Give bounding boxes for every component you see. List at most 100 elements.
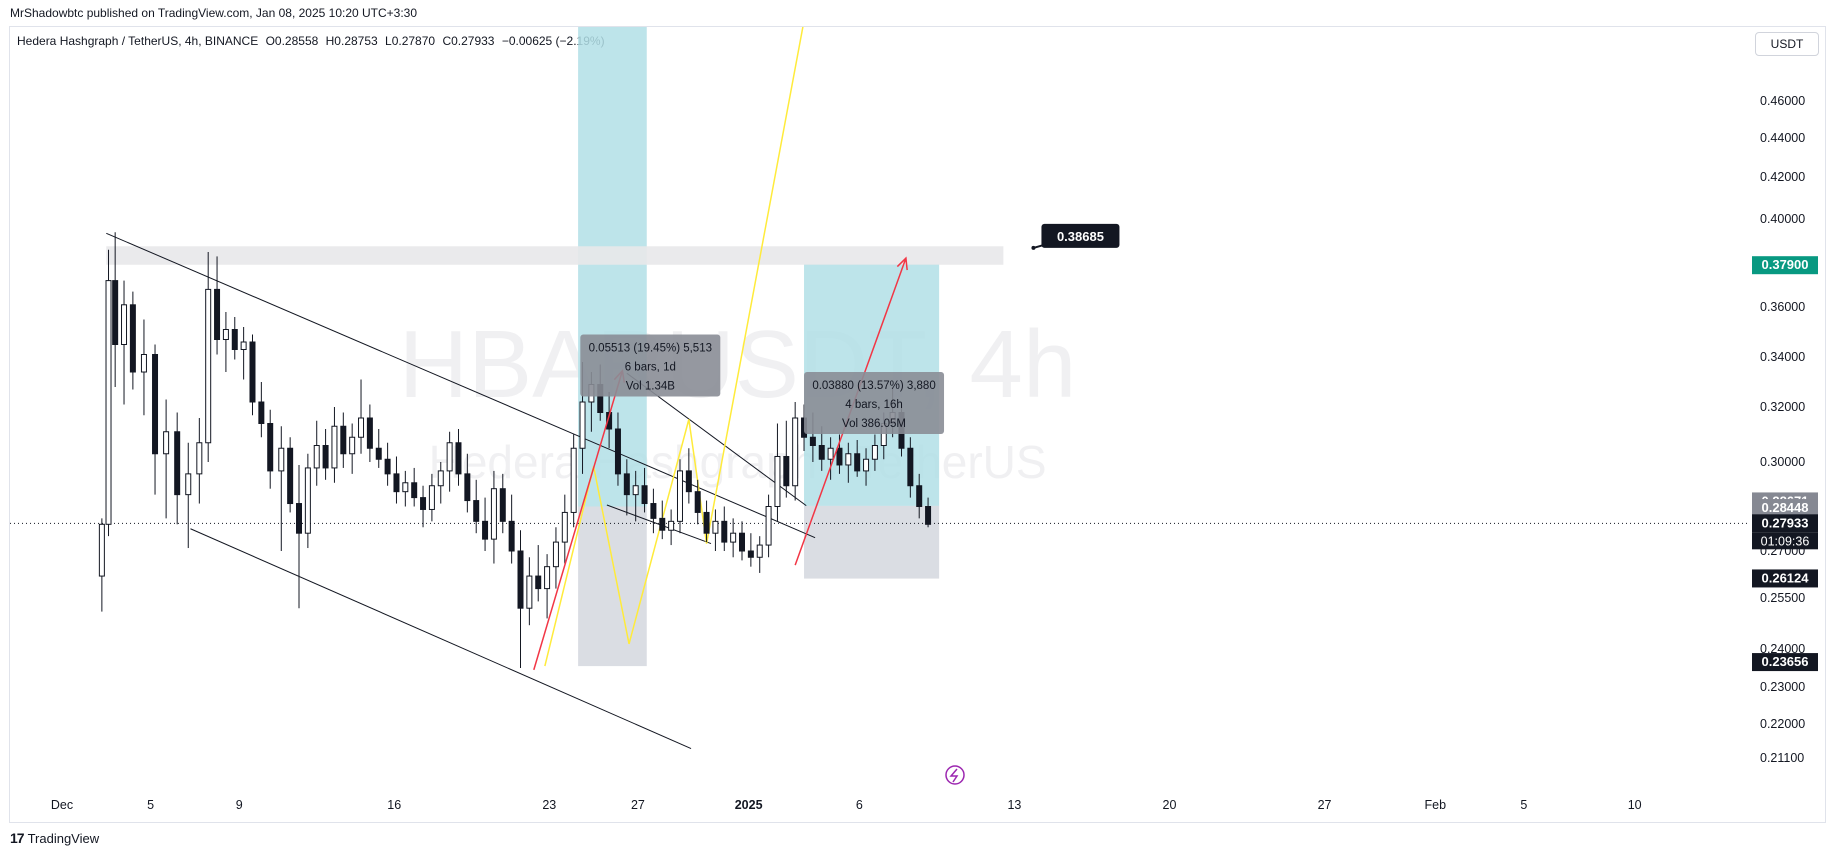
candle-body (863, 458, 870, 472)
price-label: 0.23656 (1762, 654, 1809, 669)
candle-body (375, 447, 382, 460)
price-label: 0.27933 (1762, 515, 1809, 530)
y-tick-label: 0.24000 (1760, 642, 1805, 656)
x-tick-label: 27 (631, 798, 645, 812)
candle-body (845, 453, 852, 466)
publisher-caption: MrShadowbtc published on TradingView.com… (10, 6, 418, 20)
y-tick-label: 0.34000 (1760, 350, 1805, 364)
candle-body (854, 453, 861, 472)
y-tick-label: 0.32000 (1760, 400, 1805, 414)
x-tick-label: 23 (542, 798, 556, 812)
candle-body (712, 520, 719, 534)
candle-body (703, 511, 710, 534)
candle-body (222, 329, 229, 340)
candle-body (685, 470, 692, 493)
x-tick-label: 10 (1628, 798, 1642, 812)
y-tick-label: 0.42000 (1760, 170, 1805, 184)
candle-body (152, 354, 159, 455)
candle-body (112, 280, 119, 346)
candle-body (464, 473, 471, 502)
candle-body (721, 520, 728, 543)
bolt-icon (945, 765, 965, 785)
y-tick-label: 0.21100 (1760, 751, 1804, 765)
measure-2-label: Vol 386.05M (842, 418, 906, 430)
candle-body (287, 447, 294, 505)
resistance-zone (106, 246, 1004, 265)
candle-body (570, 447, 577, 513)
measure-1-label: Vol 1.34B (626, 381, 676, 393)
candle-body (278, 447, 285, 472)
candle-body (366, 417, 373, 449)
candle-body (174, 431, 181, 496)
candle-body (349, 436, 356, 455)
x-tick-label: 2025 (735, 798, 763, 812)
yellow-zigzag-path (544, 27, 804, 667)
measure-2-label: 0.03880 (13.57%) 3,880 (812, 380, 935, 392)
y-tick-label: 0.23000 (1760, 680, 1805, 694)
candle-body (916, 485, 923, 508)
candle-body (163, 431, 170, 455)
candle-body (668, 520, 675, 531)
candle-body (196, 442, 203, 475)
candle-body (384, 458, 391, 475)
wedge-lower-line (190, 528, 692, 750)
y-tick-label: 0.25500 (1760, 591, 1805, 605)
candle-body (231, 329, 238, 350)
candle-body (140, 354, 147, 373)
callout-anchor (1031, 245, 1036, 250)
candle-body (632, 485, 639, 496)
candle-body (304, 467, 311, 534)
x-tick-label: 6 (856, 798, 863, 812)
trend-arrow-head-2 (896, 256, 908, 271)
candle-body (331, 425, 338, 469)
trend-arrow-1 (533, 370, 624, 671)
symbol-name[interactable]: Hedera Hashgraph / TetherUS, 4h, BINANCE (17, 34, 259, 48)
price-label-box (1752, 499, 1818, 518)
candle-body (552, 541, 559, 568)
candle-body (694, 491, 701, 513)
y-tick-label: 0.22000 (1760, 717, 1805, 731)
y-tick-label: 0.44000 (1760, 131, 1805, 145)
x-tick-label: 13 (1007, 798, 1021, 812)
candle-body (614, 428, 621, 475)
candle-body (205, 288, 212, 444)
x-tick-label: 27 (1318, 798, 1332, 812)
bolt-icon-glyph (949, 768, 959, 783)
candle-body (579, 401, 586, 449)
price-label: 0.37900 (1762, 257, 1809, 272)
candle-body (809, 436, 816, 446)
candle-body (455, 442, 462, 475)
currency-button[interactable]: USDT (1755, 32, 1819, 56)
x-tick-label: Dec (51, 798, 73, 812)
candle-body (508, 520, 515, 552)
candle-body (482, 520, 489, 540)
plot-area: HBARUSDT, 4h Hedera Hashgraph / TetherUS 0… (10, 27, 1748, 750)
countdown-label: 01:09:36 (1761, 534, 1810, 548)
wedge-upper-line (106, 232, 816, 539)
candle-body (322, 445, 329, 469)
candle-body (659, 517, 666, 531)
position-1-stop-zone (578, 506, 647, 667)
x-tick-label: 9 (236, 798, 243, 812)
x-tick-label: 5 (1520, 798, 1527, 812)
candle-body (836, 447, 843, 466)
measure-2-box (804, 372, 945, 434)
candle-body (393, 473, 400, 493)
candle-body (240, 341, 247, 350)
candle-body (765, 506, 772, 546)
candle-body (340, 425, 347, 455)
ohlc-high: H0.28753 (325, 34, 378, 48)
price-label: 0.28448 (1762, 500, 1809, 515)
callout-pointer (1033, 242, 1048, 249)
candle-body (473, 500, 480, 522)
measure-2-label: 4 bars, 16h (845, 399, 903, 411)
measure-1-label: 0.05513 (19.45%) 5,513 (589, 343, 712, 355)
candle-body (267, 423, 274, 472)
candle-body (214, 288, 221, 340)
candle-body (739, 532, 746, 552)
candle-body (730, 532, 737, 543)
tradingview-logo-icon: 17 (10, 830, 25, 846)
x-tick-label: 5 (147, 798, 154, 812)
chart-frame (9, 26, 1826, 823)
